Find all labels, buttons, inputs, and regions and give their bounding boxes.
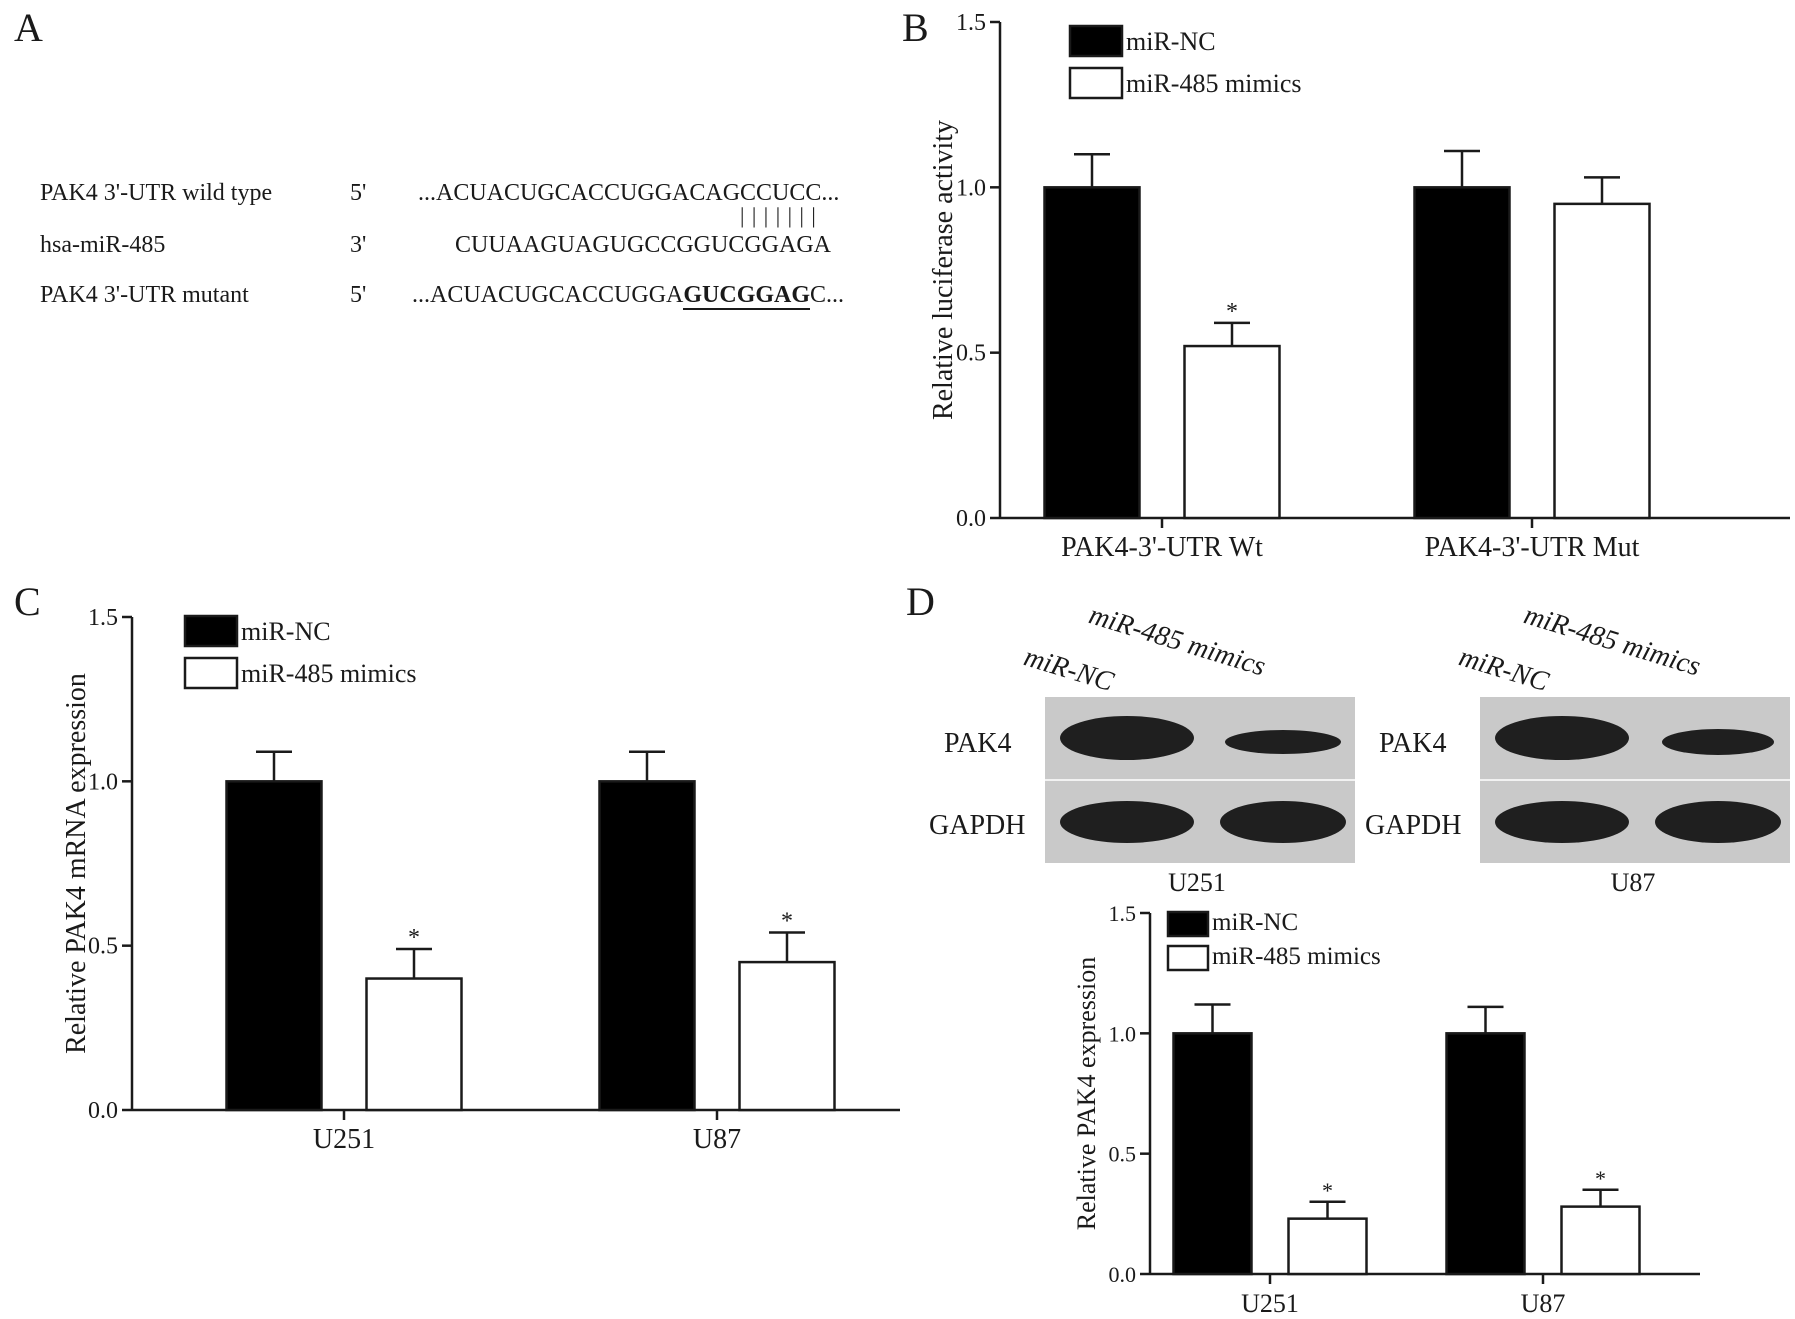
y-tick-label-d: 0.5 xyxy=(1109,1142,1137,1167)
blot-u87-gapdh-mimics-band xyxy=(1655,801,1781,843)
blot-u251-gapdh-nc-band xyxy=(1060,801,1194,843)
y-axis-label-d: Relative PAK4 expression xyxy=(1072,957,1101,1230)
panel-b-letter: B xyxy=(902,5,929,50)
category-label-b: PAK4-3'-UTR Wt xyxy=(1061,532,1263,563)
chart-panel-c: 0.0 0.5 1.0 1.5 Relative PAK4 mRNA expressio… xyxy=(61,605,900,1155)
panel-c-letter: C xyxy=(14,579,41,624)
wild-type-sequence: ...ACUACUGCACCUGGACAGCCUCC... xyxy=(418,180,840,206)
y-tick-label-c: 1.0 xyxy=(88,769,118,795)
y-tick-label-c: 0.5 xyxy=(88,934,118,960)
blot-u251-cell-label: U251 xyxy=(1168,868,1226,897)
significance-mark-c: * xyxy=(408,925,420,951)
bar-d xyxy=(1560,1205,1641,1276)
legend-label-b: miR-485 mimics xyxy=(1126,69,1302,98)
y-tick-label-d: 1.0 xyxy=(1109,1021,1137,1046)
legend-label-d: miR-NC xyxy=(1212,909,1298,936)
category-label-c: U251 xyxy=(313,1124,375,1155)
y-tick-label-b: 1.0 xyxy=(956,175,986,201)
mirna-end: 3' xyxy=(350,232,367,258)
y-tick-label-d: 0.0 xyxy=(1109,1262,1137,1287)
bar-b xyxy=(1413,186,1511,520)
blot-u87-cell-label: U87 xyxy=(1610,868,1656,897)
bar-charts: 0.0 0.5 1.0 1.5 Relative luciferase activity… xyxy=(61,10,1790,1318)
wild-type-label: PAK4 3'-UTR wild type xyxy=(40,180,273,206)
significance-mark-c: * xyxy=(781,909,793,935)
blot-u251-row-pak4: PAK4 xyxy=(944,728,1012,759)
y-tick-label-b: 0.0 xyxy=(956,506,986,532)
y-tick-label-b: 1.5 xyxy=(956,10,986,36)
blot-u87-row-pak4: PAK4 xyxy=(1379,728,1447,759)
bar-c xyxy=(225,780,323,1112)
blot-u87 xyxy=(1480,697,1790,863)
y-axis-label-c: Relative PAK4 mRNA expression xyxy=(61,673,92,1054)
y-tick-label-c: 1.5 xyxy=(88,605,118,631)
blot-u251-pak4-nc-band xyxy=(1060,716,1194,760)
bar-d xyxy=(1172,1032,1253,1276)
y-axis-label-b: Relative luciferase activity xyxy=(928,120,959,420)
bar-b xyxy=(1183,344,1281,520)
mirna-sequence: CUUAAGUAGUGCCGGUCGGAGA xyxy=(455,232,832,258)
bar-b xyxy=(1043,186,1141,520)
blot-u251-pak4-mimics-band xyxy=(1225,730,1341,754)
legend-label-b: miR-NC xyxy=(1126,27,1216,56)
blot-u87-pak4-mimics-band xyxy=(1662,729,1774,755)
legend-label-c: miR-NC xyxy=(241,617,331,646)
mutant-sequence: ...ACUACUGCACCUGGAGUCGGAGC... xyxy=(412,282,845,310)
legend-swatch-c xyxy=(183,614,239,648)
bar-b xyxy=(1553,202,1651,520)
y-tick-label-d: 1.5 xyxy=(1109,901,1137,926)
blot-u251-row-gapdh: GAPDH xyxy=(929,810,1026,841)
bar-c xyxy=(598,780,696,1112)
bar-c xyxy=(365,977,463,1112)
mutant-sequence-mutated: GUCGGAG xyxy=(683,282,811,310)
legend-swatch-d xyxy=(1166,910,1210,938)
category-label-d: U251 xyxy=(1241,1289,1299,1318)
y-tick-label-b: 0.5 xyxy=(956,341,986,367)
legend-label-d: miR-485 mimics xyxy=(1212,943,1381,970)
legend-swatch-b xyxy=(1068,24,1124,58)
blot-u87-row-gapdh: GAPDH xyxy=(1365,810,1462,841)
panel-a-letter: A xyxy=(14,5,43,50)
category-label-c: U87 xyxy=(693,1124,741,1155)
significance-mark-d: * xyxy=(1322,1178,1333,1203)
significance-mark-b: * xyxy=(1226,299,1238,325)
chart-panel-b: 0.0 0.5 1.0 1.5 Relative luciferase activity… xyxy=(928,10,1790,563)
bar-d xyxy=(1445,1032,1526,1276)
chart-panel-d: 0.0 0.5 1.0 1.5 Relative PAK4 expression U251… xyxy=(1072,901,1700,1318)
blot-u251-gapdh-mimics-band xyxy=(1220,801,1346,843)
bar-d xyxy=(1287,1217,1368,1276)
mutant-sequence-prefix: ...ACUACUGCACCUGGA xyxy=(412,282,684,308)
mirna-label: hsa-miR-485 xyxy=(40,232,166,258)
legend-swatch-d xyxy=(1166,944,1210,972)
mutant-sequence-suffix: C... xyxy=(810,282,845,308)
category-label-d: U87 xyxy=(1521,1289,1566,1318)
legend-swatch-b xyxy=(1068,66,1124,100)
blot-u251 xyxy=(1045,697,1355,863)
panel-d-letter: D xyxy=(906,579,935,624)
legend-swatch-c xyxy=(183,656,239,690)
legend-label-c: miR-485 mimics xyxy=(241,659,417,688)
significance-mark-d: * xyxy=(1595,1166,1606,1191)
category-label-b: PAK4-3'-UTR Mut xyxy=(1425,532,1640,563)
bar-c xyxy=(738,960,836,1112)
mutant-label: PAK4 3'-UTR mutant xyxy=(40,282,249,308)
pairing-marks: | | | | | | | xyxy=(740,203,817,228)
wild-type-end: 5' xyxy=(350,180,367,206)
mutant-end: 5' xyxy=(350,282,367,308)
blot-u87-pak4-nc-band xyxy=(1495,716,1629,760)
y-tick-label-c: 0.0 xyxy=(88,1098,118,1124)
blot-u87-gapdh-nc-band xyxy=(1495,801,1629,843)
